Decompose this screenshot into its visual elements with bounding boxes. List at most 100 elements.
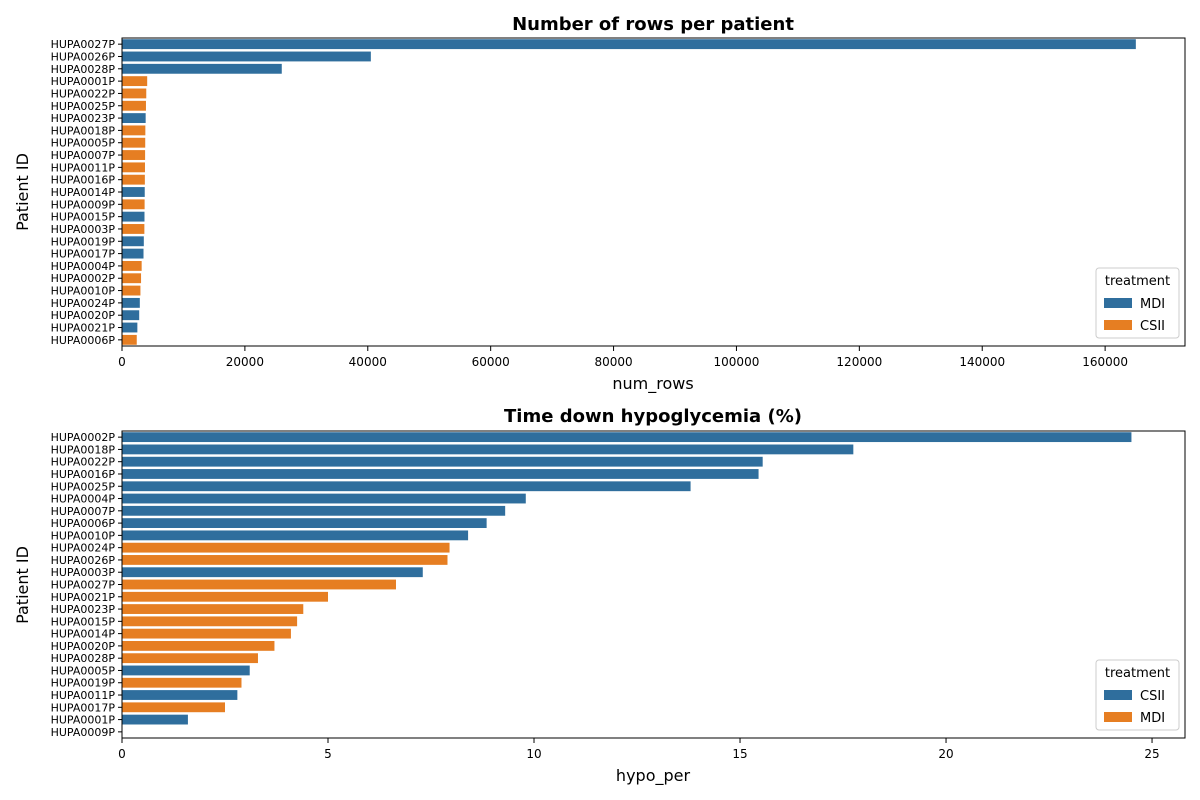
y-tick-label: HUPA0019P xyxy=(51,677,116,690)
y-tick-label: HUPA0028P xyxy=(51,652,116,665)
x-tick-label: 25 xyxy=(1144,747,1159,761)
legend-label: CSII xyxy=(1140,319,1165,334)
bar xyxy=(122,100,146,111)
y-tick-label: HUPA0026P xyxy=(51,554,116,567)
y-tick-label: HUPA0020P xyxy=(51,309,116,322)
bar xyxy=(122,677,242,688)
chart-hypo-per: Time down hypoglycemia (%) hypo_per Pati… xyxy=(13,406,1186,786)
legend-title: treatment xyxy=(1105,274,1170,289)
x-tick-label: 15 xyxy=(732,747,747,761)
y-tick-label: HUPA0021P xyxy=(51,591,116,604)
y-tick-label: HUPA0026P xyxy=(51,50,116,63)
bar xyxy=(122,604,304,614)
bar xyxy=(122,469,759,479)
x-tick-label: 120000 xyxy=(836,355,882,369)
bar xyxy=(122,248,144,259)
bar xyxy=(122,444,854,455)
y-tick-label: HUPA0010P xyxy=(51,529,116,542)
y-tick-label: HUPA0024P xyxy=(51,542,116,555)
y-tick-label: HUPA0001P xyxy=(51,714,116,727)
y-tick-label: HUPA0011P xyxy=(51,161,116,174)
bar xyxy=(122,224,145,234)
y-tick-label: HUPA0015P xyxy=(51,615,116,628)
y-tick-label: HUPA0027P xyxy=(51,579,116,592)
bar xyxy=(122,297,140,308)
bar xyxy=(122,137,146,148)
y-tick-label: HUPA0005P xyxy=(51,664,116,677)
y-tick-label: HUPA0011P xyxy=(51,689,116,702)
bar xyxy=(122,616,298,627)
bar xyxy=(122,322,138,333)
y-tick-label: HUPA0018P xyxy=(51,443,116,456)
x-tick-label: 60000 xyxy=(472,355,510,369)
bar xyxy=(122,690,238,700)
x-tick-label: 160000 xyxy=(1082,355,1128,369)
bar xyxy=(122,714,188,725)
y-tick-label: HUPA0001P xyxy=(51,75,116,88)
plot-frame xyxy=(121,37,1186,347)
bar xyxy=(122,273,142,284)
bar xyxy=(122,334,137,345)
legend: treatment MDI CSII xyxy=(1095,267,1180,339)
y-tick-label: HUPA0022P xyxy=(51,87,116,100)
bar xyxy=(122,628,291,639)
x-tick-label: 5 xyxy=(324,747,332,761)
y-tick-label: HUPA0023P xyxy=(51,603,116,616)
legend-swatch xyxy=(1104,320,1132,330)
y-tick-label: HUPA0014P xyxy=(51,186,116,199)
y-tick-label: HUPA0022P xyxy=(51,456,116,469)
x-tick-label: 80000 xyxy=(594,355,632,369)
bar xyxy=(122,113,146,124)
bar xyxy=(122,432,1132,443)
bar xyxy=(122,530,469,541)
y-tick-label: HUPA0009P xyxy=(51,726,116,739)
x-tick-label: 20 xyxy=(938,747,953,761)
y-tick-label: HUPA0017P xyxy=(51,248,116,261)
bar xyxy=(122,542,450,553)
bar xyxy=(122,591,329,602)
x-tick-label: 10 xyxy=(526,747,541,761)
y-tick-label: HUPA0005P xyxy=(51,137,116,150)
y-tick-label: HUPA0007P xyxy=(51,149,116,162)
y-tick-label: HUPA0016P xyxy=(51,468,116,481)
bar xyxy=(122,162,145,173)
y-tick-label: HUPA0028P xyxy=(51,63,116,76)
bar xyxy=(122,702,225,713)
bar xyxy=(122,310,140,321)
y-tick-label: HUPA0002P xyxy=(51,431,116,444)
bar xyxy=(122,63,282,74)
bar xyxy=(122,481,691,492)
bar xyxy=(122,51,371,62)
bar xyxy=(122,174,145,185)
bar xyxy=(122,76,148,87)
legend-label: MDI xyxy=(1140,711,1165,726)
bar xyxy=(122,236,144,247)
x-tick-label: 40000 xyxy=(349,355,387,369)
bar xyxy=(122,260,142,271)
legend-swatch xyxy=(1104,690,1132,700)
bar xyxy=(122,456,763,467)
y-tick-label: HUPA0010P xyxy=(51,285,116,298)
y-tick-label: HUPA0016P xyxy=(51,174,116,187)
y-tick-label: HUPA0019P xyxy=(51,235,116,248)
legend-swatch xyxy=(1104,298,1132,308)
y-tick-label: HUPA0020P xyxy=(51,640,116,653)
y-tick-label: HUPA0002P xyxy=(51,272,116,285)
legend-swatch xyxy=(1104,712,1132,722)
y-tick-label: HUPA0003P xyxy=(51,566,116,579)
y-tick-label: HUPA0025P xyxy=(51,480,116,493)
bar xyxy=(122,555,448,565)
x-tick-label: 100000 xyxy=(714,355,760,369)
bar xyxy=(122,505,506,516)
bar xyxy=(122,88,147,99)
y-tick-label: HUPA0003P xyxy=(51,223,116,236)
bar xyxy=(122,579,396,590)
bar xyxy=(122,285,141,296)
y-axis-label: Patient ID xyxy=(13,153,32,231)
y-tick-label: HUPA0009P xyxy=(51,198,116,211)
bar xyxy=(122,665,250,676)
y-tick-label: HUPA0014P xyxy=(51,628,116,641)
plot-frame xyxy=(121,430,1186,739)
chart-num-rows: Number of rows per patient num_rows Pati… xyxy=(13,14,1186,394)
y-tick-label: HUPA0004P xyxy=(51,493,116,506)
